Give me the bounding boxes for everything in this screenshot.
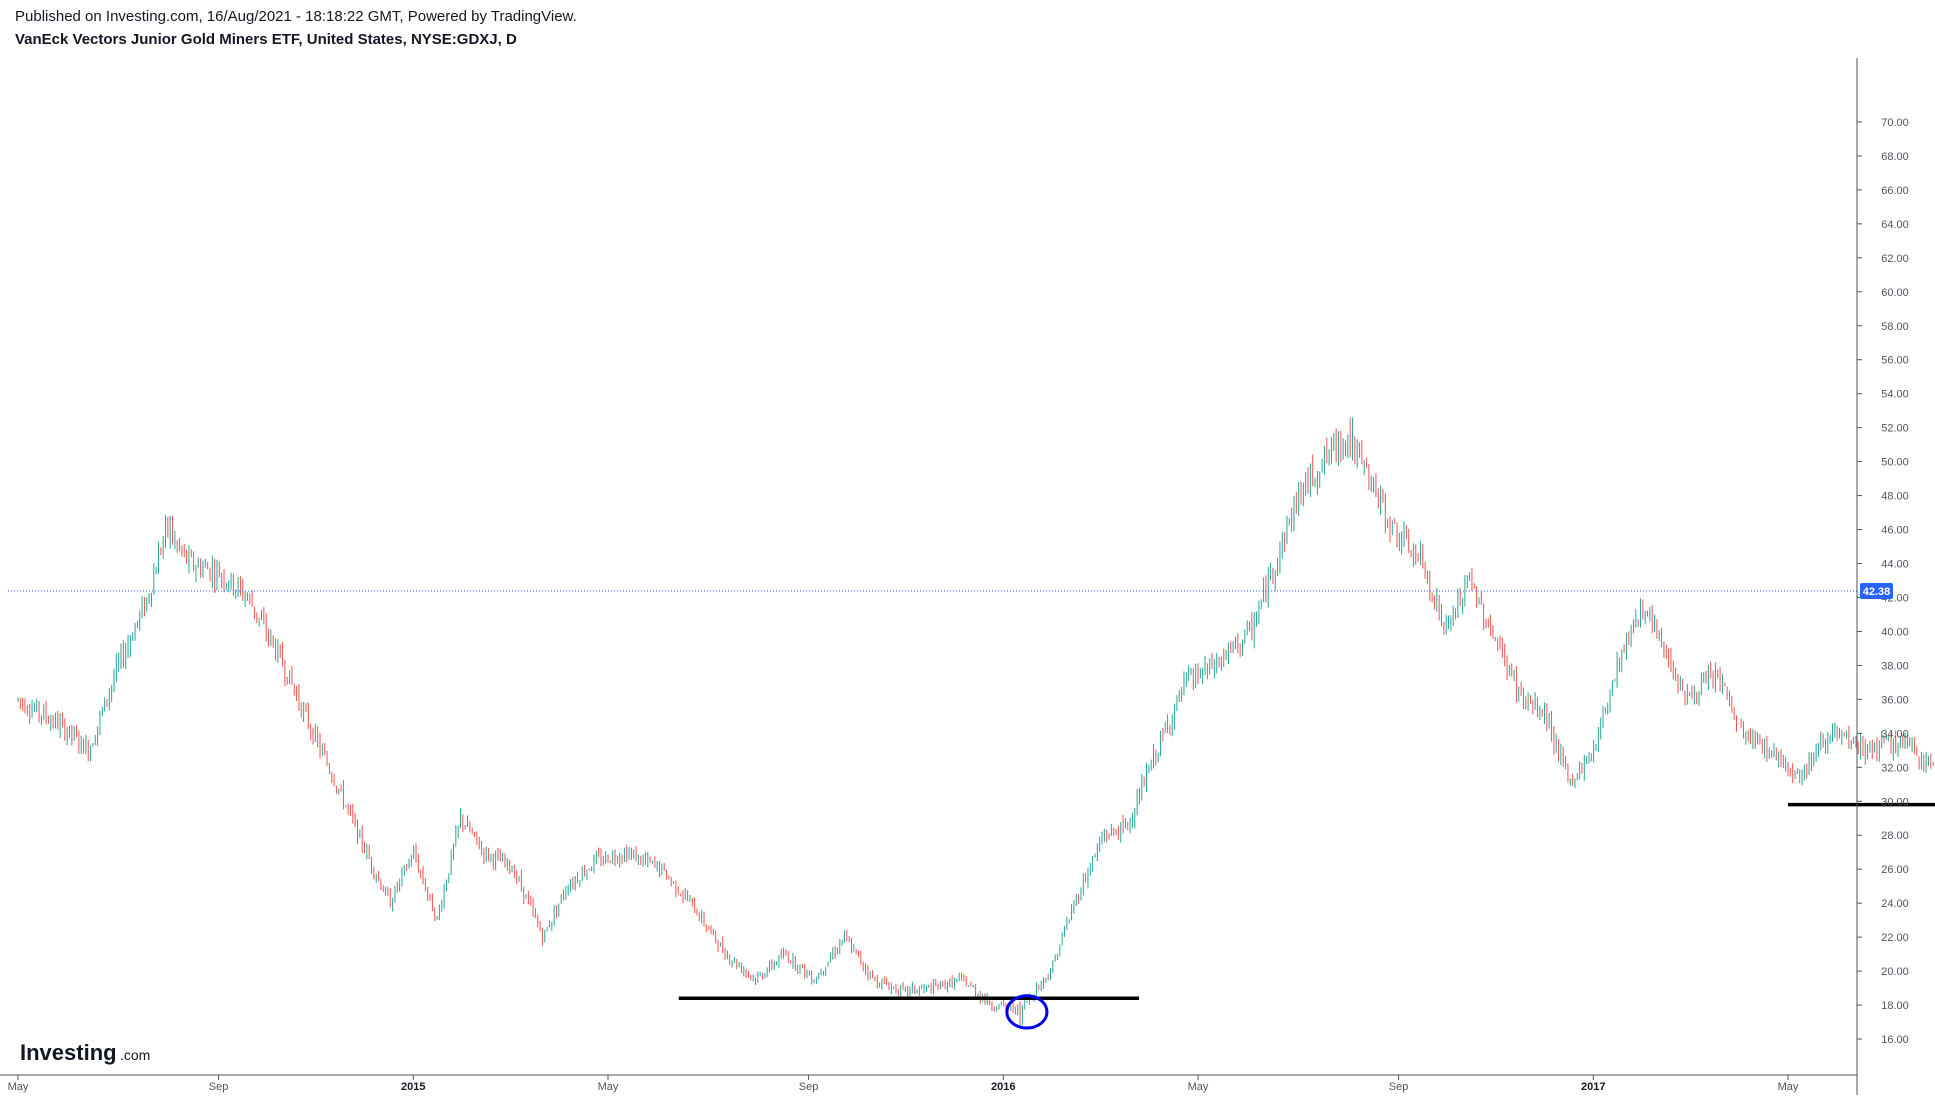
overlays-layer: D [8, 590, 1935, 1030]
time-tick-label-2: 2015 [401, 1081, 425, 1093]
instrument-title: VanEck Vectors Junior Gold Miners ETF, U… [15, 31, 517, 48]
price-tick-label-10: 36.00 [1881, 694, 1909, 706]
price-tick-label-8: 32.00 [1881, 762, 1909, 774]
candles-layer [17, 417, 1934, 1026]
time-tick-label-6: May [1188, 1081, 1209, 1093]
published-note: Published on Investing.com, 16/Aug/2021 … [15, 8, 577, 25]
price-tick-label-9: 34.00 [1881, 728, 1909, 740]
price-tick-label-18: 52.00 [1881, 423, 1909, 435]
price-tick-label-1: 18.00 [1881, 1000, 1909, 1012]
price-tick-label-0: 16.00 [1881, 1034, 1909, 1046]
highlight-circle-1[interactable] [1005, 994, 1049, 1030]
time-tick-label-4: Sep [799, 1081, 819, 1093]
last-price-tag-label: 42.38 [1863, 586, 1891, 598]
price-tick-label-26: 68.00 [1881, 151, 1909, 163]
price-tick-label-5: 26.00 [1881, 864, 1909, 876]
axes-layer: 16.00 18.00 20.00 22.00 24.00 26.00 28.00 30.00… [0, 58, 1909, 1095]
price-tick-label-21: 58.00 [1881, 321, 1909, 333]
price-tick-label-22: 60.00 [1881, 287, 1909, 299]
time-tick-label-7: Sep [1389, 1081, 1409, 1093]
price-tick-label-4: 24.00 [1881, 898, 1909, 910]
price-tick-label-17: 50.00 [1881, 457, 1909, 469]
price-tick-label-12: 40.00 [1881, 626, 1909, 638]
price-tick-label-24: 64.00 [1881, 219, 1909, 231]
price-tick-label-27: 70.00 [1881, 117, 1909, 129]
time-tick-label-5: 2016 [991, 1081, 1015, 1093]
investing-logo: Investing .com [20, 1040, 150, 1065]
price-tick-label-6: 28.00 [1881, 830, 1909, 842]
price-tick-label-23: 62.00 [1881, 253, 1909, 265]
price-tick-label-14: 44.00 [1881, 559, 1909, 571]
time-tick-label-1: Sep [209, 1081, 229, 1093]
time-tick-label-9: May [1778, 1081, 1799, 1093]
price-tick-label-16: 48.00 [1881, 491, 1909, 503]
price-tick-label-7: 30.00 [1881, 796, 1909, 808]
logo-name: Investing [20, 1040, 117, 1065]
price-tick-label-2: 20.00 [1881, 966, 1909, 978]
time-tick-label-0: May [8, 1081, 29, 1093]
price-tick-label-20: 56.00 [1881, 355, 1909, 367]
price-tick-label-11: 38.00 [1881, 660, 1909, 672]
logo-domain: .com [120, 1047, 150, 1063]
price-tick-label-25: 66.00 [1881, 185, 1909, 197]
price-tick-label-3: 22.00 [1881, 932, 1909, 944]
price-tick-label-19: 54.00 [1881, 389, 1909, 401]
last-price-tag [1860, 583, 1893, 600]
price-tick-label-15: 46.00 [1881, 525, 1909, 537]
time-tick-label-8: 2017 [1581, 1081, 1605, 1093]
time-tick-label-3: May [598, 1081, 619, 1093]
